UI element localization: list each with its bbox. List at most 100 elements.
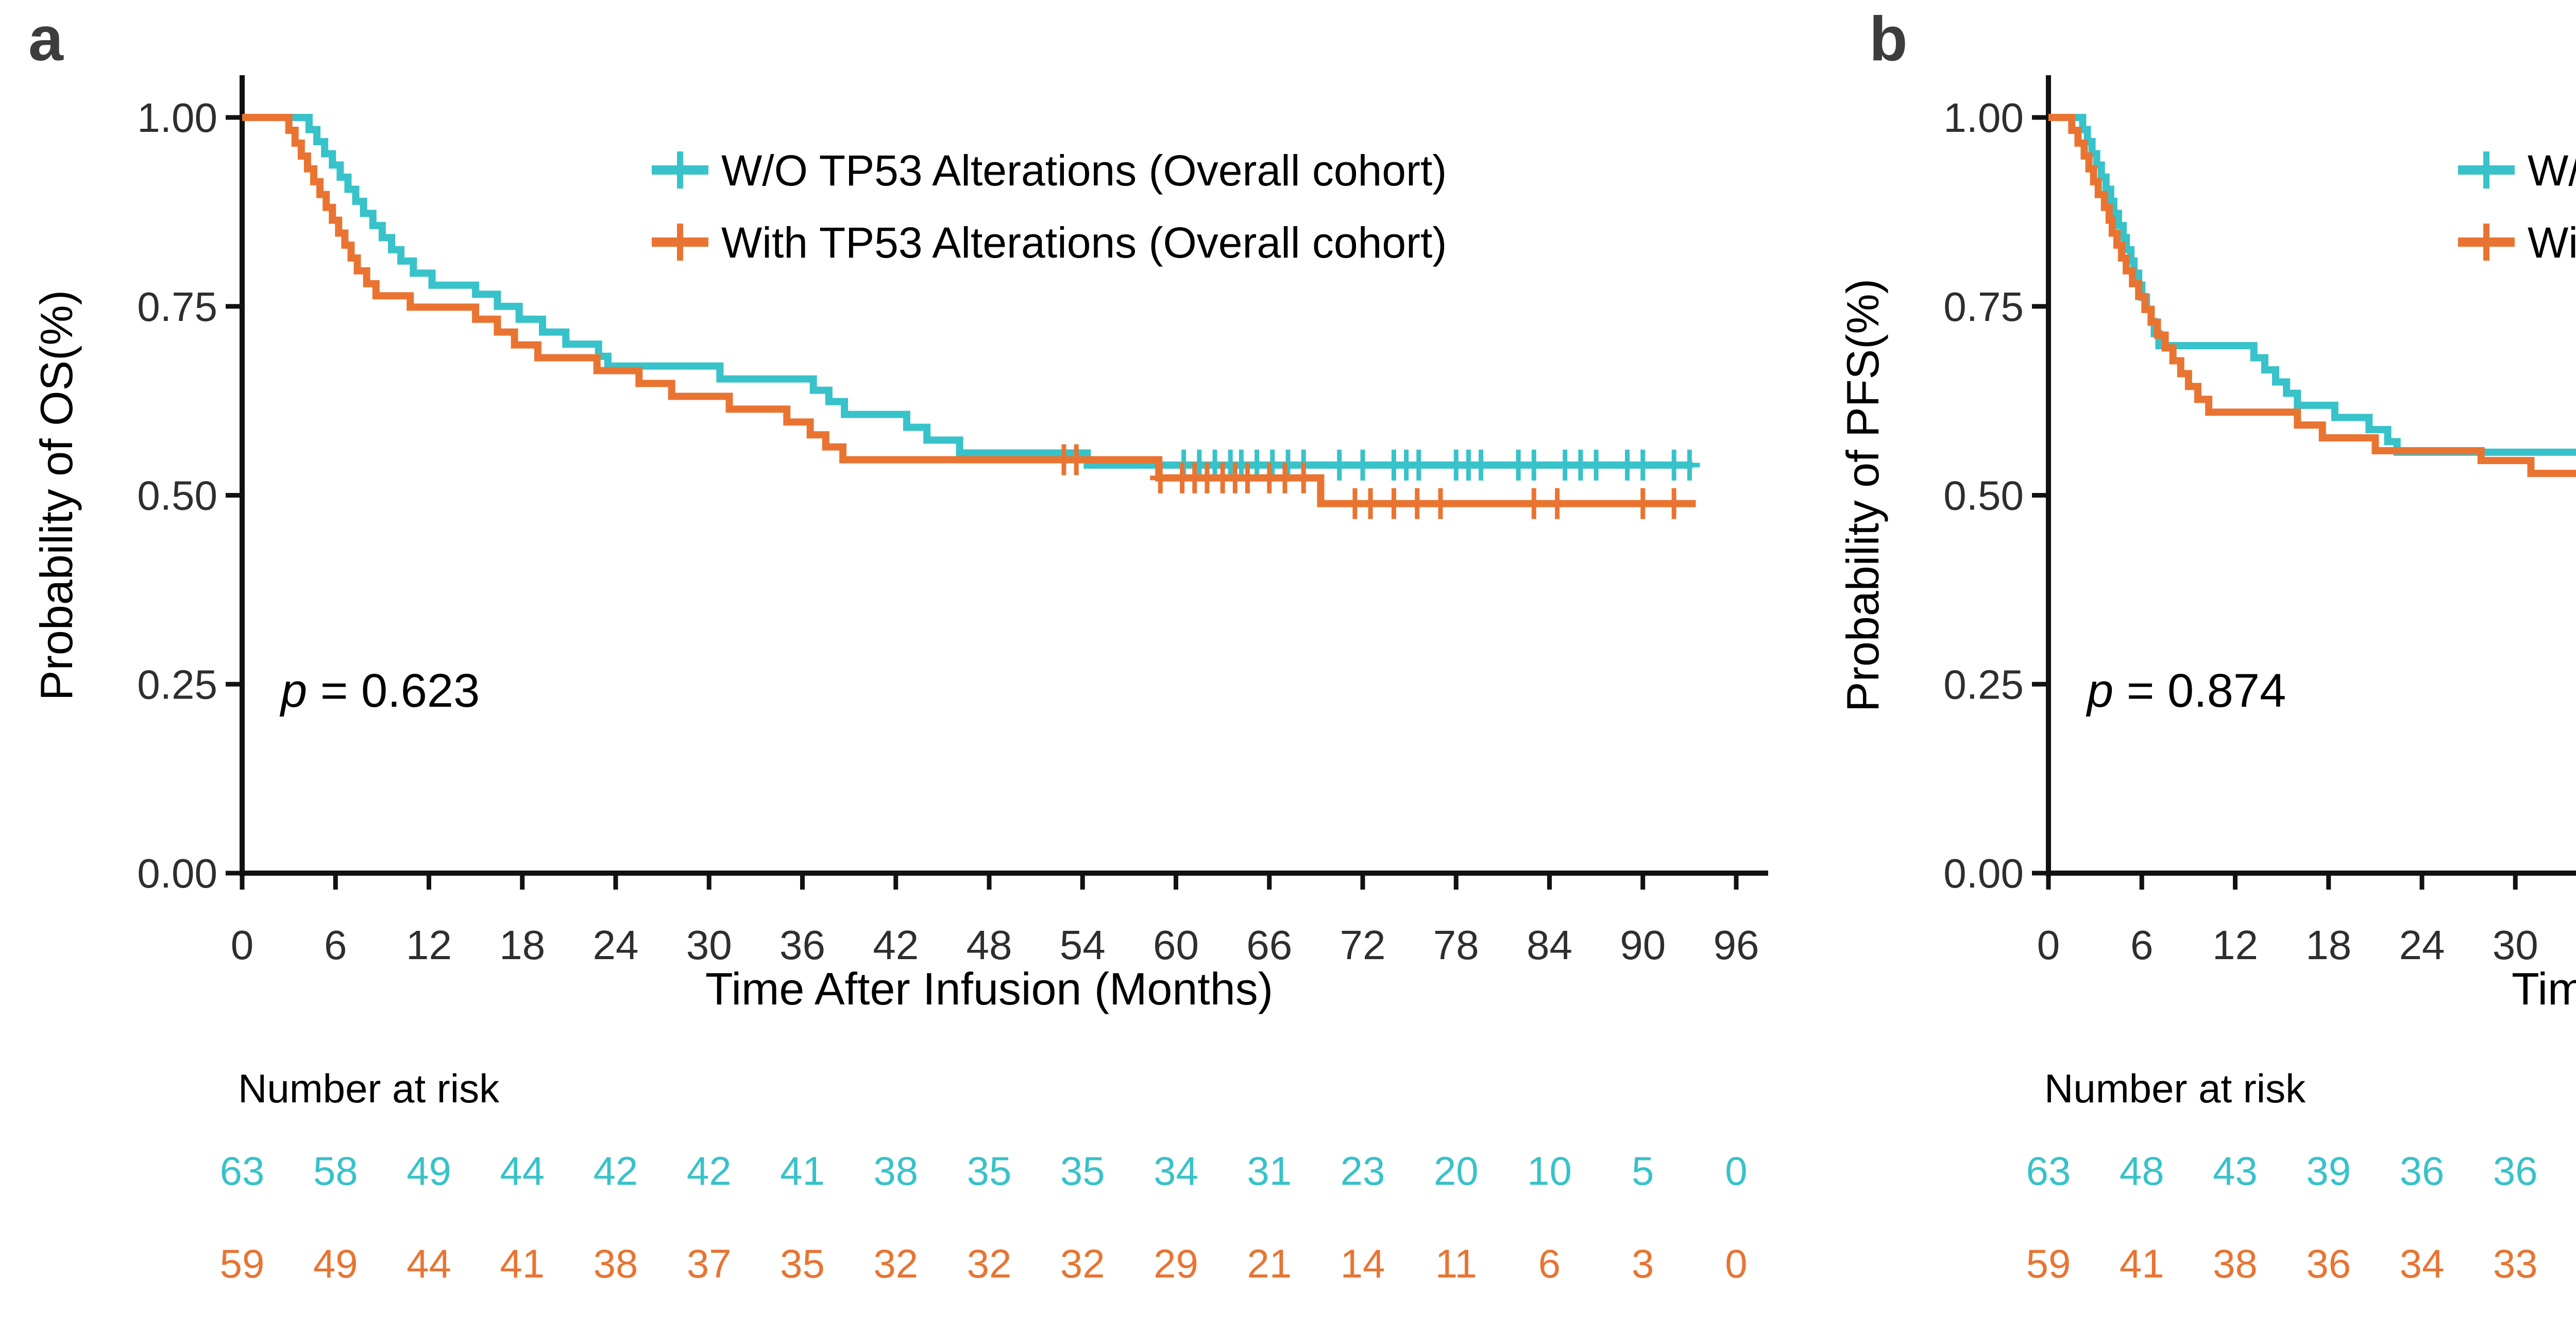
risk-row-1: 63 58 49 44 42 42 41 38 35 35 34 31 23 20 10 5 0 xyxy=(220,1148,1748,1194)
risk-count: 32 xyxy=(873,1241,918,1286)
km-panel-b: 1.000.750.500.250.0006121824303642485460… xyxy=(1806,0,2576,1329)
legend-label: With TP53 Alterations (Overall cohort) xyxy=(2528,218,2576,267)
risk-count: 34 xyxy=(1154,1148,1198,1194)
risk-count: 6 xyxy=(1538,1241,1561,1286)
risk-count: 0 xyxy=(1725,1148,1747,1194)
x-tick-label: 18 xyxy=(499,922,545,968)
y-axis-title: Probability of PFS(%) xyxy=(1837,279,1888,712)
x-tick-label: 66 xyxy=(1246,922,1292,968)
panel-a-label: a xyxy=(28,4,63,74)
x-tick-label: 36 xyxy=(779,922,825,968)
x-tick-label: 24 xyxy=(593,922,639,968)
y-axis-ticks: 1.00 0.75 0.50 0.25 0.00 xyxy=(1943,95,2048,896)
number-at-risk-header: Number at risk xyxy=(2044,1066,2306,1111)
x-tick-label: 72 xyxy=(1340,922,1386,968)
risk-count: 44 xyxy=(500,1148,545,1194)
risk-count: 32 xyxy=(967,1241,1012,1286)
risk-count: 49 xyxy=(406,1148,451,1194)
risk-count: 58 xyxy=(313,1148,358,1194)
risk-count: 0 xyxy=(1725,1241,1747,1286)
number-at-risk-table: Number at risk 6 3 58 49 44 42 42 41 38 35 35 34 31 23… xyxy=(220,1066,1748,1286)
y-tick-label: 0.00 xyxy=(1943,850,2024,896)
risk-count: 39 xyxy=(2306,1148,2351,1194)
x-tick-label: 30 xyxy=(686,922,732,968)
risk-row-1: 6348433936363634313030272017940 xyxy=(2026,1148,2538,1194)
risk-count: 21 xyxy=(1247,1241,1292,1286)
risk-count: 35 xyxy=(1060,1148,1105,1194)
censor-marks-a-2 xyxy=(1054,444,1685,519)
risk-count: 59 xyxy=(220,1241,265,1286)
y-axis-title: Probability of OS(%) xyxy=(31,290,82,701)
risk-count: 41 xyxy=(500,1241,545,1286)
risk-count: 36 xyxy=(2400,1148,2445,1194)
y-tick-label: 0.00 xyxy=(137,850,217,896)
risk-count: 3 xyxy=(1632,1241,1654,1286)
legend-label: With TP53 Alterations (Overall cohort) xyxy=(721,218,1447,267)
km-panel-a: 1.00 0.75 0.50 0.25 0.00 0 6 12 18 24 30 36 42 48 54 60… xyxy=(31,75,1768,1286)
risk-count: 11 xyxy=(1435,1241,1477,1286)
y-tick-label: 0.25 xyxy=(1943,661,2024,707)
survival-curve-a-1 xyxy=(242,114,1693,469)
risk-count: 20 xyxy=(1434,1148,1479,1194)
x-axis-title: Time After Infusion (Months) xyxy=(2512,963,2576,1014)
legend-label: W/O TP53 Alterations (Overall cohort) xyxy=(721,146,1447,195)
y-tick-label: 1.00 xyxy=(137,95,217,141)
risk-count: 10 xyxy=(1527,1148,1572,1194)
risk-count: 42 xyxy=(687,1148,732,1194)
risk-count: 32 xyxy=(1060,1241,1105,1286)
risk-count: 38 xyxy=(873,1148,918,1194)
risk-count: 41 xyxy=(2120,1241,2164,1286)
x-tick-label: 90 xyxy=(1620,922,1666,968)
risk-count: 33 xyxy=(2493,1241,2538,1286)
risk-row-2: 59 49 44 41 38 37 35 32 32 32 29 21 14 11 6 3 0 xyxy=(220,1241,1748,1286)
km-chart-b: 1.000.750.500.250.0006121824303642485460… xyxy=(1837,75,2576,1286)
risk-count: 34 xyxy=(2400,1241,2445,1286)
risk-count: 41 xyxy=(780,1148,825,1194)
number-at-risk-table: Number at risk63484339363636343130302720… xyxy=(2026,1066,2538,1286)
risk-count: 63 xyxy=(2026,1148,2071,1194)
risk-count: 59 xyxy=(2026,1241,2071,1286)
x-axis-title: Time After Infusion (Months) xyxy=(705,963,1273,1014)
risk-count: 14 xyxy=(1341,1241,1385,1286)
x-tick-label: 6 xyxy=(2130,922,2154,968)
risk-count: 49 xyxy=(313,1241,358,1286)
x-tick-label: 48 xyxy=(967,922,1012,968)
risk-row-2: 5941383634333230303027191411630 xyxy=(2026,1241,2538,1286)
risk-count: 36 xyxy=(2306,1241,2351,1286)
x-tick-label: 54 xyxy=(1060,922,1106,968)
x-tick-label: 12 xyxy=(406,922,452,968)
risk-count: 29 xyxy=(1154,1241,1198,1286)
y-axis-ticks: 1.00 0.75 0.50 0.25 0.00 xyxy=(137,95,242,896)
number-at-risk-header: Number at risk xyxy=(238,1066,500,1111)
risk-count: 42 xyxy=(594,1148,638,1194)
y-tick-label: 1.00 xyxy=(1943,95,2024,141)
p-value: p = 0.623 xyxy=(279,664,480,717)
y-tick-label: 0.50 xyxy=(1943,473,2024,519)
x-tick-label: 96 xyxy=(1714,922,1759,968)
x-tick-label: 24 xyxy=(2399,922,2445,968)
risk-count: 31 xyxy=(1247,1148,1292,1194)
x-tick-label: 84 xyxy=(1527,922,1572,968)
x-tick-label: 42 xyxy=(873,922,919,968)
km-chart-a: 1.000.750.500.250.000 6 12 18 24 30 36 42 48 54 60… xyxy=(31,75,1768,1286)
y-tick-label: 0.50 xyxy=(137,473,217,519)
survival-curve-b-2 xyxy=(2048,114,2576,477)
x-tick-label: 18 xyxy=(2306,922,2351,968)
risk-count: 35 xyxy=(967,1148,1012,1194)
x-tick-label: 12 xyxy=(2212,922,2258,968)
risk-count: 5 xyxy=(1632,1148,1654,1194)
y-tick-label: 0.25 xyxy=(137,661,217,707)
risk-count: 35 xyxy=(780,1241,825,1286)
risk-count: 23 xyxy=(1341,1148,1385,1194)
x-tick-label: 60 xyxy=(1153,922,1199,968)
x-tick-label: 6 xyxy=(324,922,347,968)
y-tick-label: 0.75 xyxy=(1943,284,2024,330)
risk-count: 36 xyxy=(2493,1148,2538,1194)
x-tick-label: 0 xyxy=(231,922,254,968)
risk-count: 43 xyxy=(2213,1148,2258,1194)
risk-count: 48 xyxy=(2120,1148,2164,1194)
x-tick-label: 0 xyxy=(2037,922,2060,968)
survival-curve-a-2 xyxy=(242,114,1696,507)
